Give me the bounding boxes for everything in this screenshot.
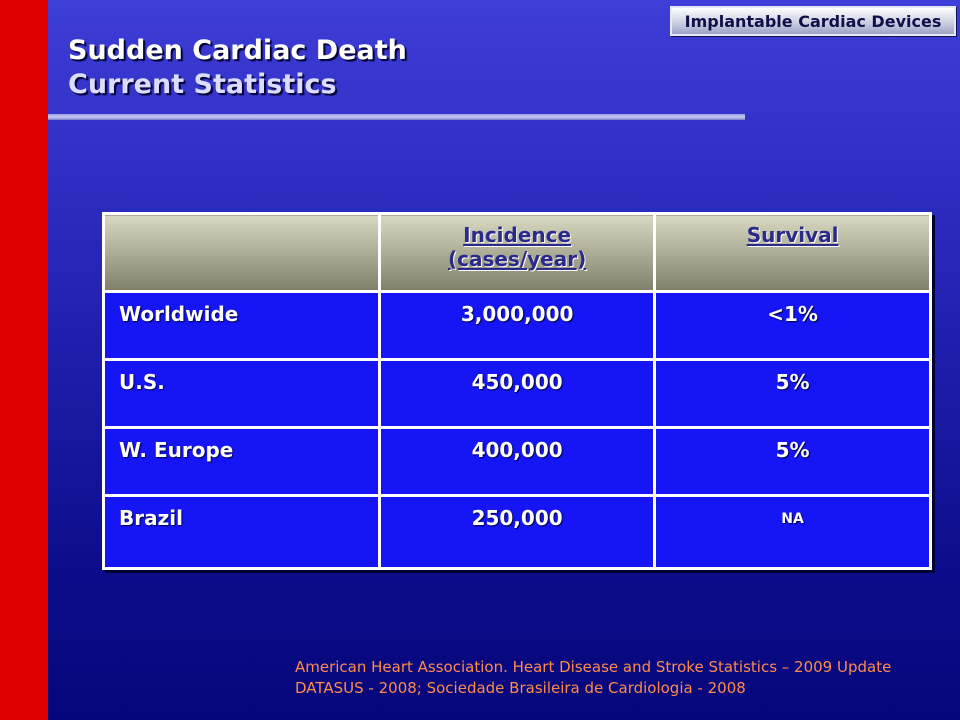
header-incidence-line-2: (cases/year) [447, 247, 587, 271]
row-survival: <1% [653, 290, 932, 361]
references: American Heart Association. Heart Diseas… [295, 657, 891, 699]
row-survival: 5% [653, 426, 932, 497]
header-cell-survival: Survival [653, 212, 932, 293]
title-line-1: Sudden Cardiac Death [68, 35, 407, 66]
row-region: W. Europe [101, 426, 382, 497]
row-incidence: 3,000,000 [378, 290, 657, 361]
statistics-table: Incidence (cases/year) Survival Worldwid… [101, 212, 932, 570]
row-incidence: 250,000 [378, 494, 657, 570]
section-badge: Implantable Cardiac Devices [670, 6, 956, 36]
table-row: U.S. 450,000 5% [101, 358, 932, 429]
slide-title: Sudden Cardiac Death Current Statistics [68, 34, 407, 102]
header-cell-incidence: Incidence (cases/year) [378, 212, 657, 293]
title-line-2: Current Statistics [68, 69, 337, 100]
reference-line: American Heart Association. Heart Diseas… [295, 658, 892, 676]
table-header-row: Incidence (cases/year) Survival [101, 212, 932, 293]
row-survival: NA [653, 494, 932, 570]
row-survival: 5% [653, 358, 932, 429]
row-region: Worldwide [101, 290, 382, 361]
table-row: W. Europe 400,000 5% [101, 426, 932, 497]
row-incidence: 450,000 [378, 358, 657, 429]
row-region: U.S. [101, 358, 382, 429]
table-row: Worldwide 3,000,000 <1% [101, 290, 932, 361]
reference-line: DATASUS - 2008; Sociedade Brasileira de … [295, 679, 746, 697]
title-underline [48, 114, 745, 120]
row-region: Brazil [101, 494, 382, 570]
left-red-bar [0, 0, 48, 720]
row-incidence: 400,000 [378, 426, 657, 497]
table-row: Brazil 250,000 NA [101, 494, 932, 570]
header-cell-empty [101, 212, 382, 293]
header-incidence-line-1: Incidence [463, 223, 572, 247]
